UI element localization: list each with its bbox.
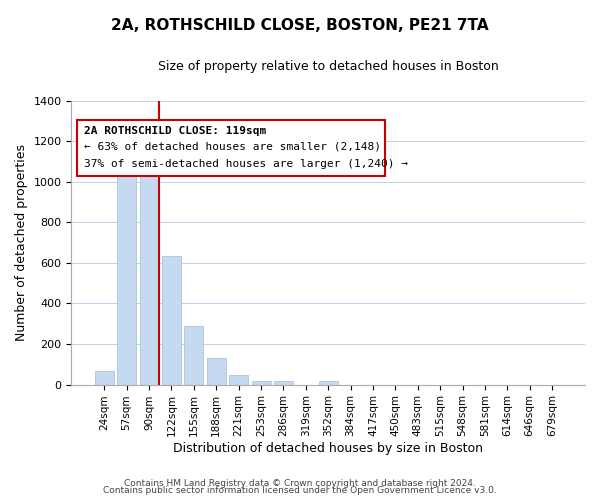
Bar [229,375,248,384]
Title: Size of property relative to detached houses in Boston: Size of property relative to detached ho… [158,60,499,73]
Bar [95,372,114,384]
Bar [184,326,203,384]
Text: 2A, ROTHSCHILD CLOSE, BOSTON, PE21 7TA: 2A, ROTHSCHILD CLOSE, BOSTON, PE21 7TA [111,18,489,32]
Y-axis label: Number of detached properties: Number of detached properties [15,144,28,341]
FancyBboxPatch shape [77,120,385,176]
Bar [251,380,271,384]
Bar [207,358,226,384]
Text: 37% of semi-detached houses are larger (1,240) →: 37% of semi-detached houses are larger (… [84,159,408,169]
Bar [162,256,181,384]
Bar [274,380,293,384]
Text: ← 63% of detached houses are smaller (2,148): ← 63% of detached houses are smaller (2,… [84,142,381,152]
Text: 2A ROTHSCHILD CLOSE: 119sqm: 2A ROTHSCHILD CLOSE: 119sqm [84,126,266,136]
Text: Contains HM Land Registry data © Crown copyright and database right 2024.: Contains HM Land Registry data © Crown c… [124,478,476,488]
X-axis label: Distribution of detached houses by size in Boston: Distribution of detached houses by size … [173,442,483,455]
Bar [140,149,158,384]
Bar [117,168,136,384]
Text: Contains public sector information licensed under the Open Government Licence v3: Contains public sector information licen… [103,486,497,495]
Bar [319,380,338,384]
